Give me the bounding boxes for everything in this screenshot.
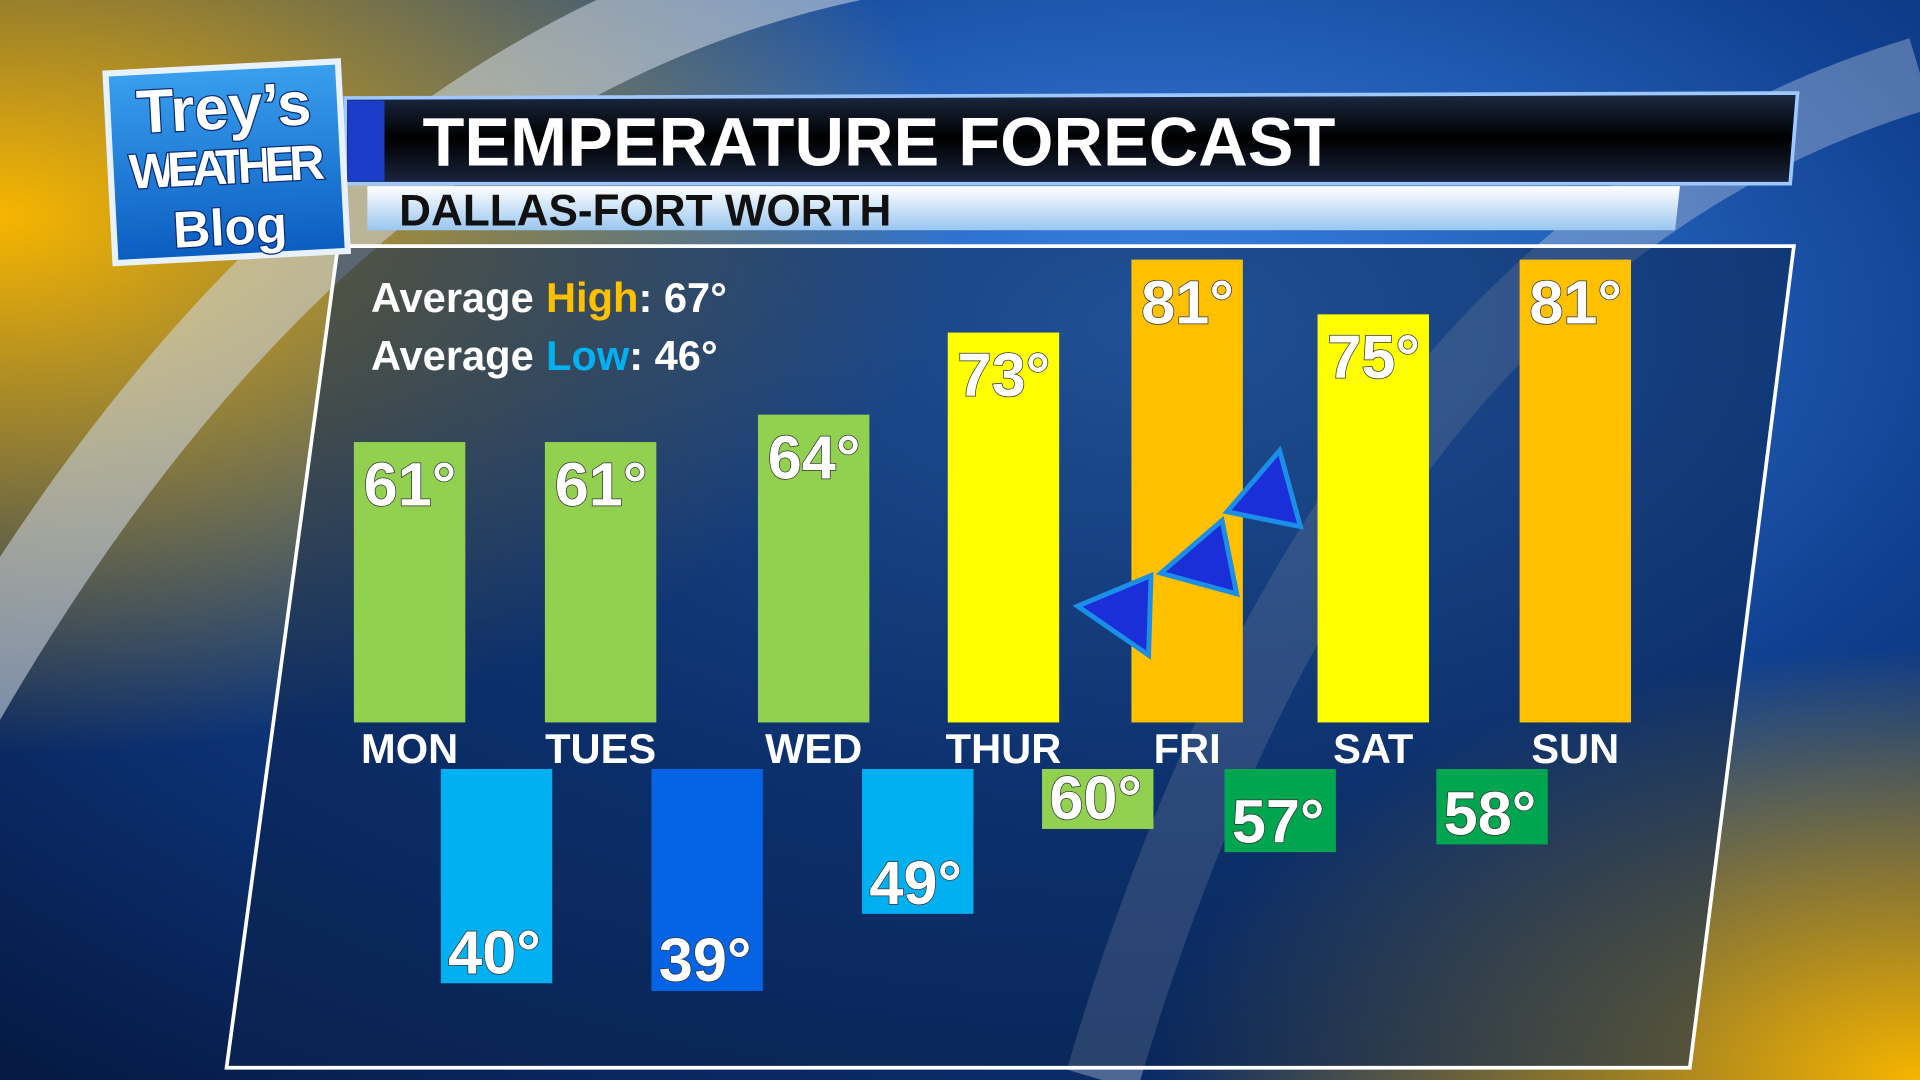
annotation-part: : 67° (638, 274, 726, 321)
low-bar (440, 768, 553, 984)
day-label: SUN (1531, 725, 1619, 772)
day-label: TUES (545, 725, 656, 772)
high-bar (544, 442, 657, 723)
annotation-part: Average (371, 332, 534, 379)
high-bar (1317, 314, 1429, 723)
logo-text: WEATHER (128, 136, 326, 200)
high-bar (1519, 259, 1632, 723)
front-symbol (1072, 445, 1304, 660)
low-label: 49° (869, 849, 962, 917)
high-label: 81° (1141, 268, 1234, 336)
low-label: 57° (1232, 787, 1325, 855)
day-label: SAT (1333, 725, 1413, 772)
low-bar (1224, 768, 1336, 853)
front-wedge (1155, 515, 1240, 598)
front-wedge (1072, 571, 1154, 660)
high-label: 61° (555, 451, 648, 519)
high-label: 73° (958, 341, 1051, 409)
high-bar (757, 414, 870, 723)
low-label: 39° (659, 926, 752, 994)
chart-title: TEMPERATURE FORECAST (422, 103, 1335, 180)
front-wedge (1222, 445, 1304, 530)
low-label: 60° (1049, 764, 1142, 832)
high-label: 81° (1529, 268, 1622, 336)
low-bar (862, 768, 974, 914)
chart-subtitle: DALLAS-FORT WORTH (399, 186, 891, 235)
logo-box (102, 58, 352, 267)
annotation-part: : 46° (629, 332, 717, 379)
subtitle-bar (367, 186, 1680, 231)
low-label: 40° (448, 918, 541, 986)
high-bar (947, 332, 1060, 723)
logo-text: Blog (172, 195, 289, 259)
annotation-part: High (546, 274, 638, 321)
day-label: MON (361, 725, 458, 772)
annotations: Average High: 67° Average Low: 46° (371, 274, 727, 379)
logo-text: Trey’s (135, 69, 313, 146)
high-label: 64° (768, 423, 861, 491)
high-label: 75° (1327, 323, 1420, 391)
low-label: 58° (1444, 780, 1537, 848)
day-label: FRI (1154, 725, 1221, 772)
annotation: Average Low: 46° (371, 332, 718, 379)
day-label: WED (765, 725, 862, 772)
high-label: 61° (364, 451, 457, 519)
high-bar (353, 442, 466, 723)
title-accent (347, 100, 385, 182)
annotation: Average High: 67° (371, 274, 727, 321)
low-bar (1436, 768, 1548, 845)
day-label: THUR (946, 725, 1062, 772)
low-bar (1042, 768, 1154, 829)
annotation-part: Average (371, 274, 534, 321)
annotation-part: Low (546, 332, 630, 379)
low-bar (651, 768, 763, 991)
logo: Trey’s WEATHER Blog (102, 58, 352, 267)
